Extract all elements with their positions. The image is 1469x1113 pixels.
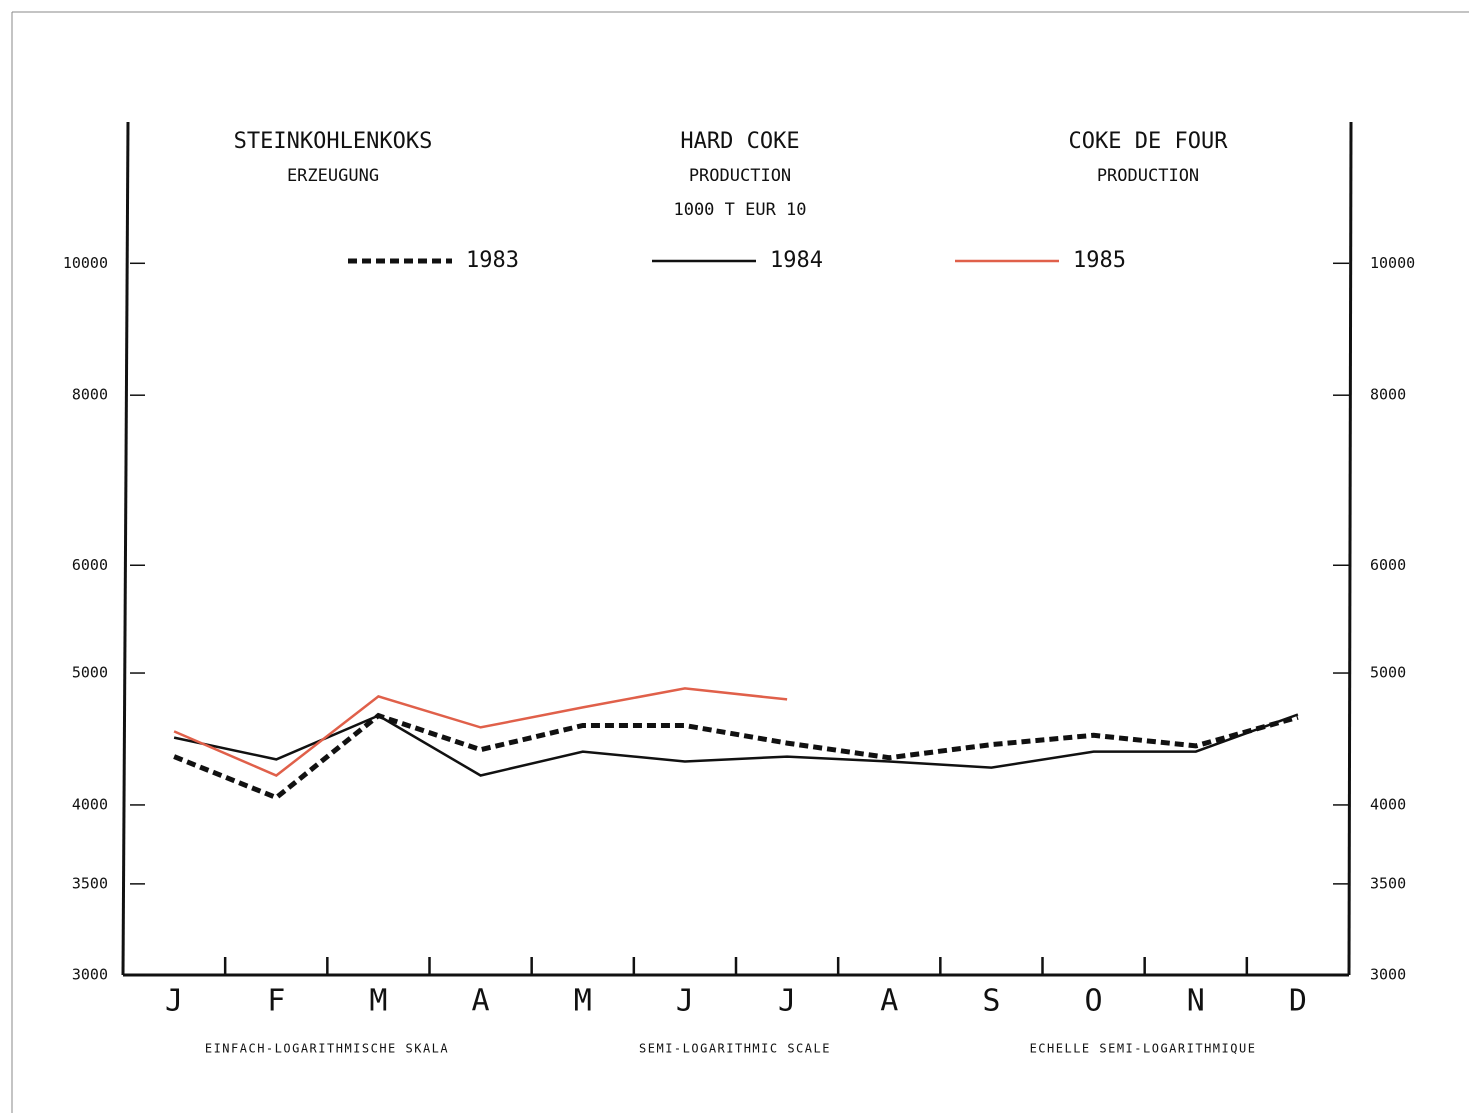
y-axis bbox=[121, 121, 130, 976]
y-tick-label: 10000 bbox=[63, 254, 108, 272]
x-tick-label: N bbox=[1187, 984, 1205, 1019]
footnote: SEMI-LOGARITHMIC SCALE bbox=[639, 1042, 831, 1056]
x-tick-label: M bbox=[369, 984, 387, 1019]
y-tick-label: 3000 bbox=[72, 966, 108, 984]
title: STEINKOHLENKOKS bbox=[234, 129, 433, 154]
title: COKE DE FOUR bbox=[1069, 129, 1229, 154]
x-tick-label: O bbox=[1085, 984, 1103, 1019]
footnote: EINFACH-LOGARITHMISCHE SKALA bbox=[205, 1042, 449, 1056]
title: HARD COKE bbox=[680, 129, 799, 154]
x-tick-label: F bbox=[267, 984, 285, 1019]
y-tick-label: 6000 bbox=[1370, 556, 1406, 574]
y-tick-label: 4000 bbox=[1370, 795, 1406, 813]
x-tick-label: J bbox=[165, 984, 183, 1019]
x-tick-label: A bbox=[472, 984, 490, 1019]
y-axis bbox=[1347, 121, 1353, 976]
x-tick-label: J bbox=[778, 984, 796, 1019]
x-tick-label: M bbox=[574, 984, 592, 1019]
y-tick-label: 3500 bbox=[72, 874, 108, 892]
legend-label: 1985 bbox=[1073, 248, 1126, 273]
x-tick-label: S bbox=[982, 984, 1000, 1019]
y-tick-label: 3000 bbox=[1370, 966, 1406, 984]
series-line bbox=[173, 712, 1299, 801]
footnote: ECHELLE SEMI-LOGARITHMIQUE bbox=[1030, 1042, 1257, 1056]
title: ERZEUGUNG bbox=[287, 166, 379, 186]
y-tick-label: 5000 bbox=[1370, 664, 1406, 682]
title: 1000 T EUR 10 bbox=[673, 200, 806, 220]
y-tick-label: 5000 bbox=[72, 664, 108, 682]
title: PRODUCTION bbox=[689, 166, 791, 186]
y-tick-label: 8000 bbox=[1370, 386, 1406, 404]
legend-label: 1983 bbox=[466, 248, 519, 273]
y-tick-label: 4000 bbox=[72, 795, 108, 813]
x-tick-label: D bbox=[1289, 984, 1307, 1019]
series-line bbox=[173, 713, 1299, 777]
legend-label: 1984 bbox=[770, 248, 823, 273]
y-tick-label: 8000 bbox=[72, 386, 108, 404]
y-tick-label: 10000 bbox=[1370, 254, 1415, 272]
y-tick-label: 3500 bbox=[1370, 874, 1406, 892]
title: PRODUCTION bbox=[1097, 166, 1199, 186]
x-tick-label: A bbox=[880, 984, 898, 1019]
y-tick-label: 6000 bbox=[72, 556, 108, 574]
series-line bbox=[173, 687, 788, 777]
x-tick-label: J bbox=[676, 984, 694, 1019]
